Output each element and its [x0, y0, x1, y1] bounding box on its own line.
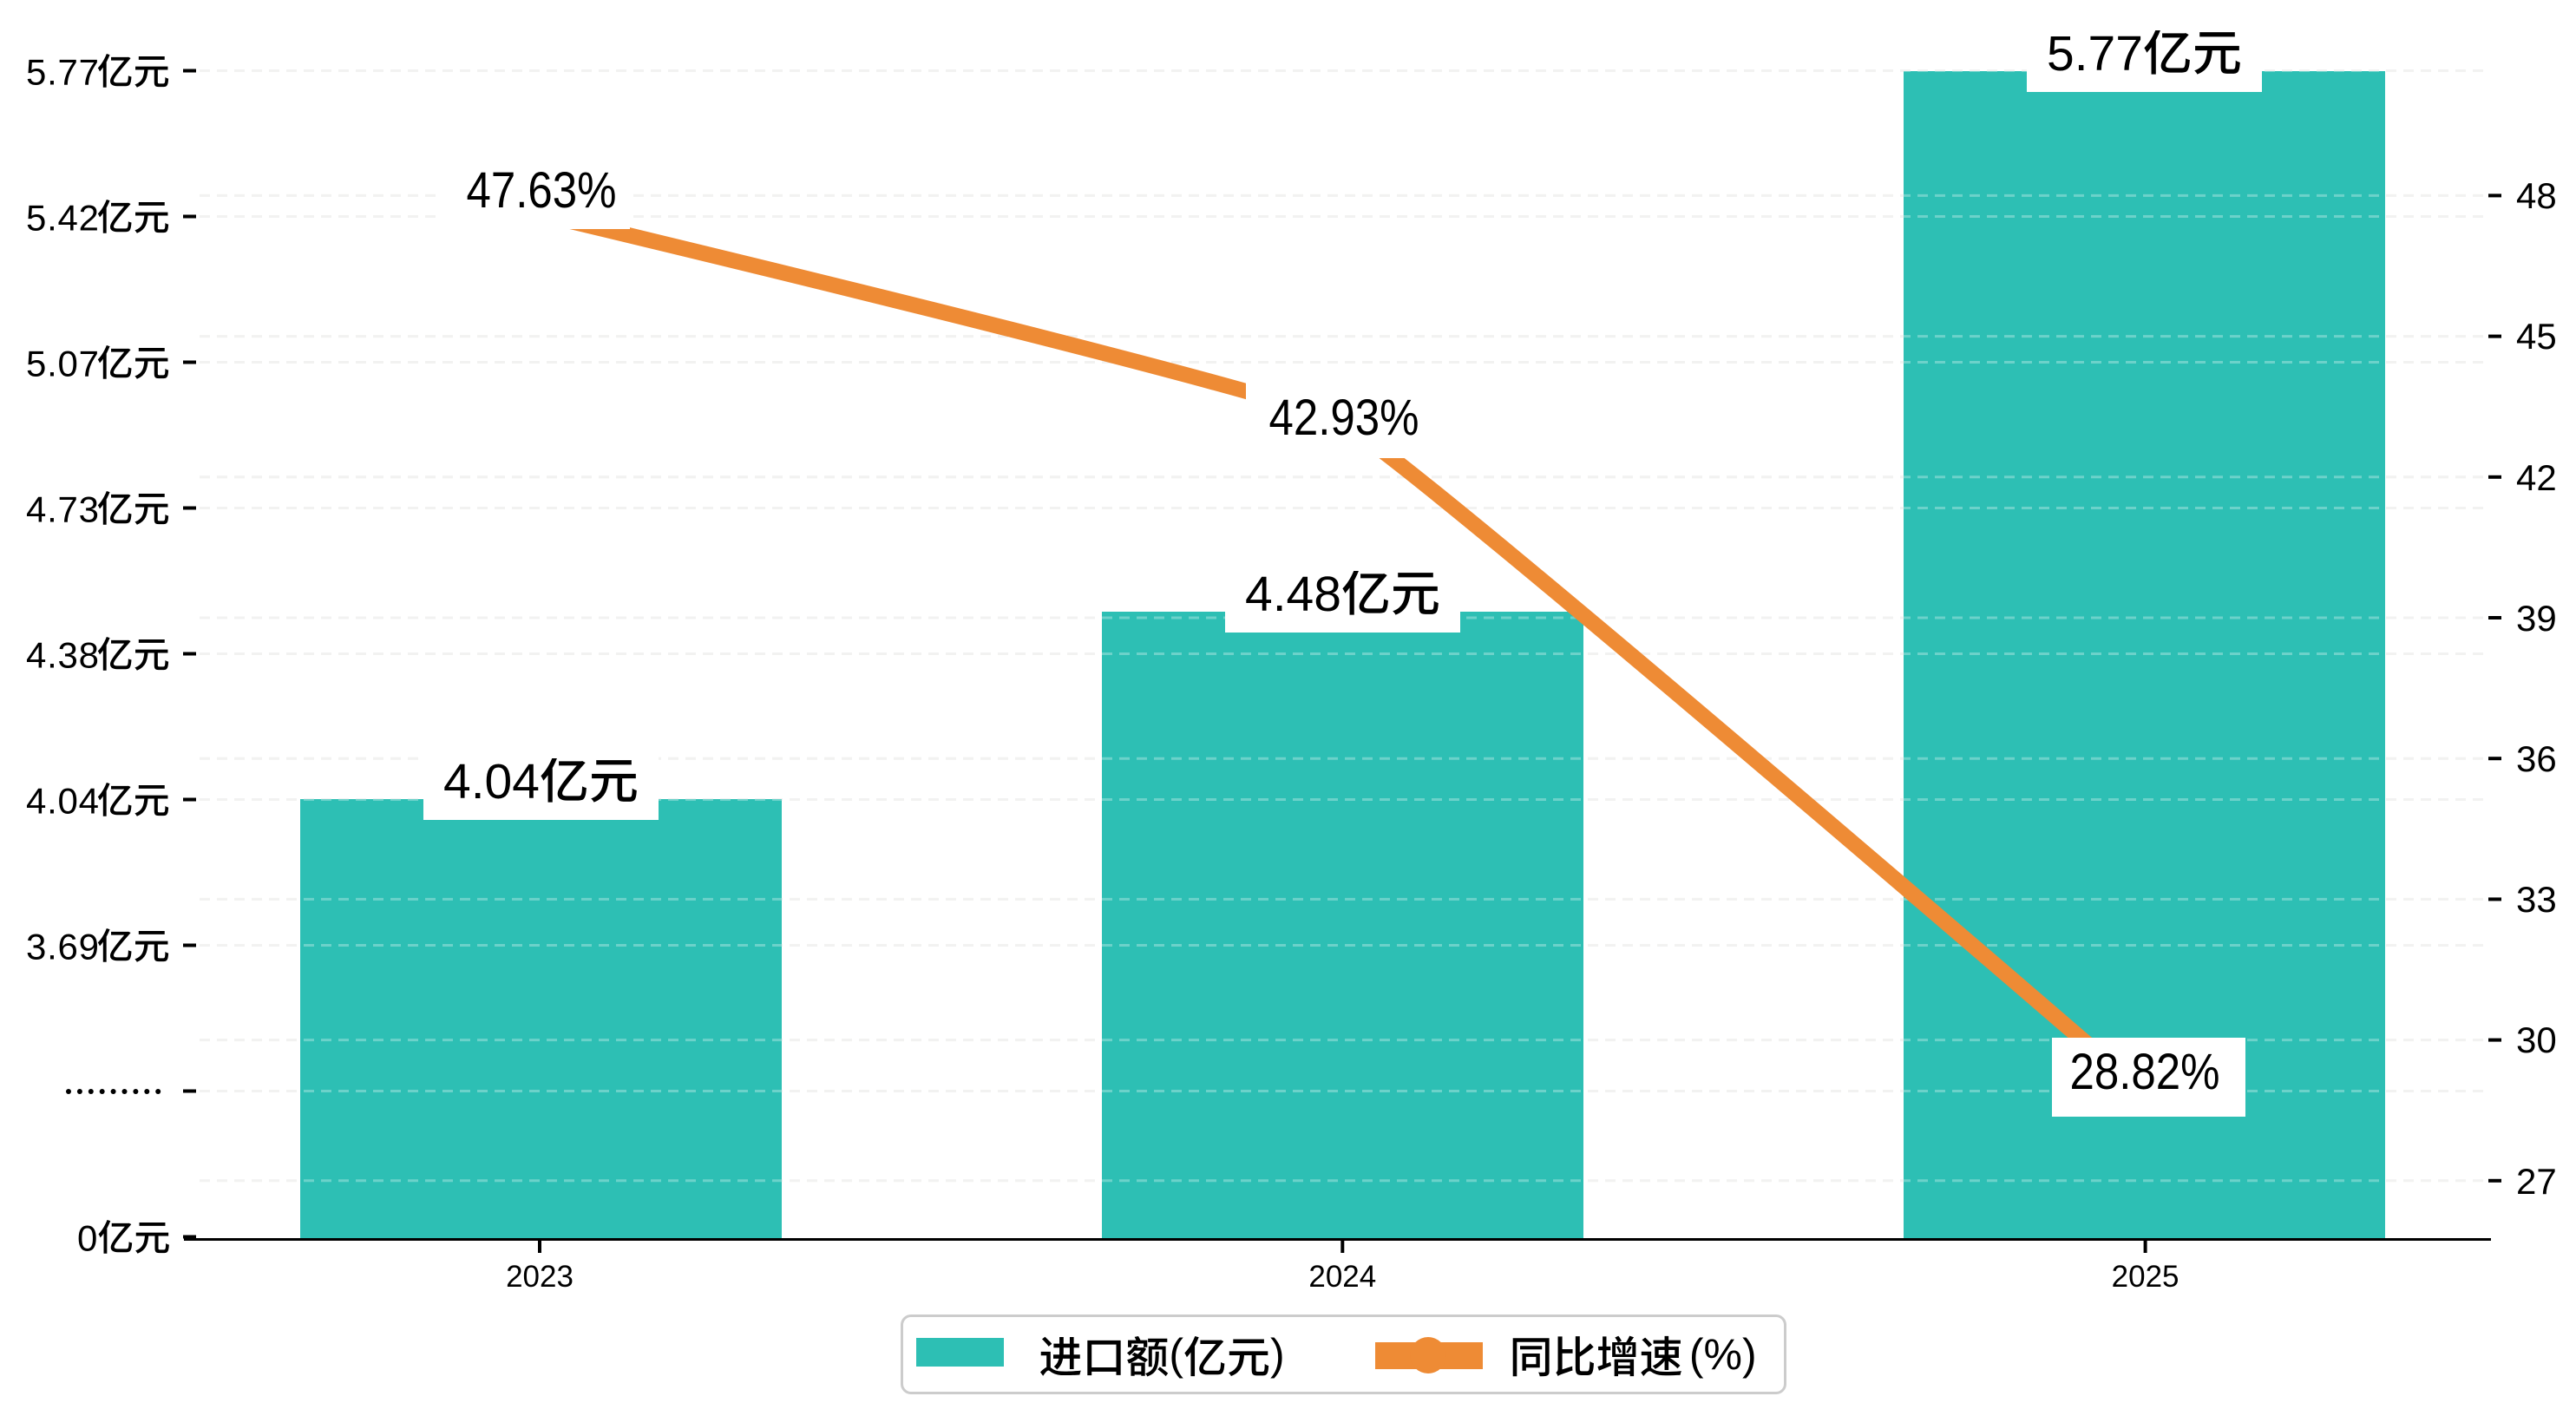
svg-text:5.77: 5.77: [26, 51, 99, 92]
svg-text:): ): [1270, 1330, 1285, 1379]
svg-text:(%): (%): [1689, 1330, 1757, 1379]
svg-text:4.04: 4.04: [26, 780, 99, 821]
svg-text:(: (: [1169, 1330, 1183, 1379]
svg-text:4.04: 4.04: [443, 758, 540, 810]
svg-text:4.38: 4.38: [26, 634, 99, 675]
svg-text:0: 0: [77, 1217, 97, 1258]
svg-text:5.77: 5.77: [2047, 30, 2143, 82]
svg-text:4.73: 4.73: [26, 488, 99, 529]
svg-text:5.07: 5.07: [26, 343, 99, 384]
svg-text:5.42: 5.42: [26, 197, 99, 238]
svg-text:4.48: 4.48: [1245, 571, 1341, 622]
svg-text:3.69: 3.69: [26, 926, 99, 967]
